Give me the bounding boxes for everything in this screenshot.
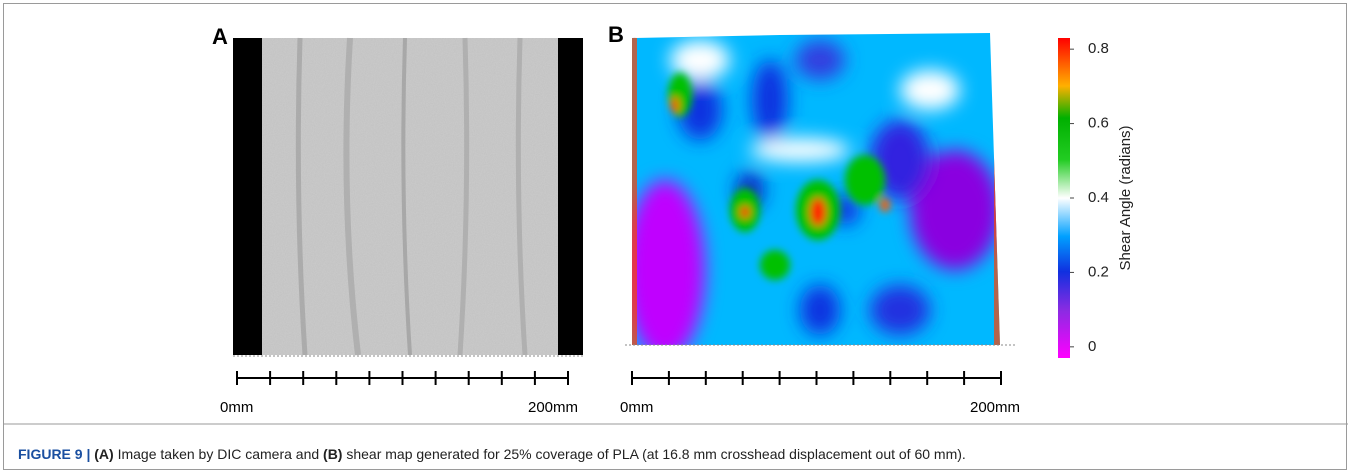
colorbar-tick-label: 0.2 [1088, 263, 1109, 280]
colorbar-tick-label: 0.6 [1088, 115, 1109, 132]
colorbar-tick-label: 0 [1088, 338, 1096, 355]
scale-label: 0mm [620, 399, 653, 416]
caption-ref: (B) [323, 446, 343, 462]
figure-frame [3, 3, 1347, 470]
panel-label: A [212, 24, 228, 49]
caption: FIGURE 9 | (A) Image taken by DIC camera… [18, 446, 966, 462]
figure-number: FIGURE 9 | [18, 446, 91, 462]
shear-map [632, 33, 1000, 345]
scale-label: 0mm [220, 399, 253, 416]
panel-label: B [608, 22, 624, 47]
colorbar [1058, 38, 1070, 358]
caption-text: Image taken by DIC camera and [117, 446, 320, 462]
colorbar-tick-label: 0.4 [1088, 189, 1109, 206]
scale-label: 200mm [970, 399, 1020, 416]
caption-ref: (A) [94, 446, 114, 462]
caption-text: shear map generated for 25% coverage of … [346, 446, 966, 462]
scale-bars [236, 371, 1002, 385]
scale-label: 200mm [528, 399, 578, 416]
colorbar-tick-label: 0.8 [1088, 40, 1109, 57]
colorbar-label: Shear Angle (radians) [1117, 125, 1134, 270]
dic-image [233, 37, 583, 356]
